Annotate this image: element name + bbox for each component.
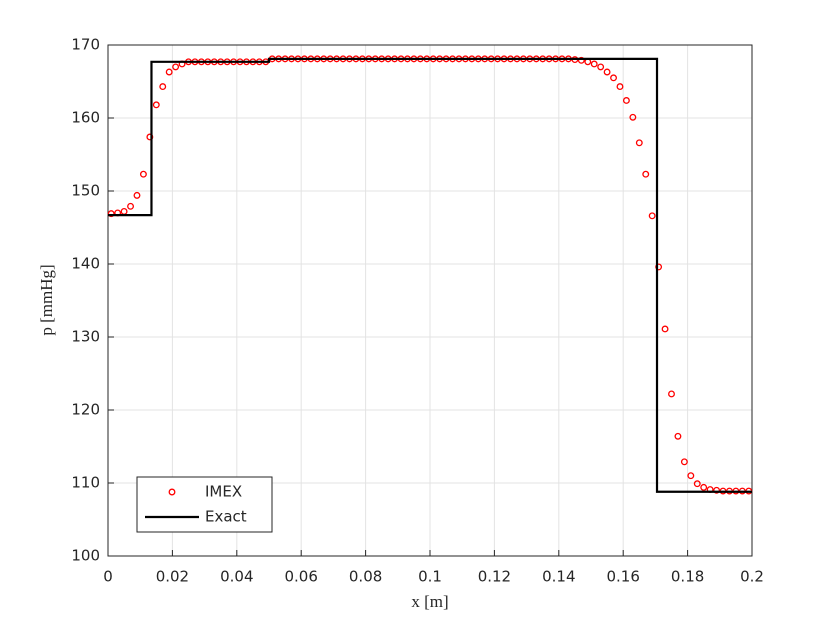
data-point	[668, 390, 675, 398]
legend-marker	[168, 488, 176, 496]
data-point	[629, 113, 637, 121]
x-tick-label: 0.12	[478, 568, 511, 586]
x-tick-label: 0.1	[418, 568, 442, 586]
y-tick-label: 120	[71, 401, 100, 419]
y-tick-label: 130	[71, 328, 100, 346]
data-point	[713, 486, 721, 494]
data-point	[107, 210, 115, 218]
x-tick-label: 0	[103, 568, 113, 586]
data-point	[146, 133, 154, 141]
data-point	[635, 139, 643, 147]
data-point	[152, 101, 160, 109]
data-point	[139, 170, 147, 178]
data-point	[120, 207, 128, 215]
data-point	[693, 480, 701, 488]
data-point	[577, 56, 585, 64]
data-point	[133, 191, 141, 199]
data-point	[597, 63, 605, 71]
y-tick-label: 170	[71, 36, 100, 54]
legend-label: IMEX	[205, 483, 242, 501]
x-tick-label: 0.04	[220, 568, 253, 586]
data-point	[610, 74, 617, 82]
x-tick-label: 0.06	[284, 568, 317, 586]
plot-frame	[107, 44, 753, 557]
y-tick-label: 150	[71, 182, 100, 200]
data-point	[661, 325, 669, 333]
y-tick-label: 110	[71, 474, 100, 492]
data-point	[603, 68, 611, 76]
data-point	[159, 83, 167, 91]
data-point	[642, 170, 650, 178]
x-tick-label: 0.14	[542, 568, 575, 586]
x-tick-label: 0.18	[671, 568, 704, 586]
x-tick-label: 0.16	[606, 568, 639, 586]
x-axis-label: x [m]	[411, 592, 448, 611]
data-point	[172, 63, 180, 71]
legend-box	[136, 476, 273, 533]
data-point	[674, 432, 682, 440]
x-tick-label: 0.02	[156, 568, 189, 586]
data-point	[622, 97, 630, 104]
data-point	[687, 472, 695, 480]
data-point	[700, 483, 708, 491]
data-point	[590, 60, 598, 68]
data-point	[680, 458, 688, 466]
y-tick-label: 100	[71, 547, 100, 565]
data-point	[616, 83, 624, 91]
data-point	[655, 263, 663, 271]
y-tick-label: 140	[71, 255, 100, 273]
data-point	[127, 202, 134, 210]
x-tick-label: 0.08	[349, 568, 382, 586]
legend-label: Exact	[205, 508, 247, 526]
x-tick-label: 0.2	[740, 568, 764, 586]
data-point	[648, 212, 656, 220]
data-point	[165, 68, 173, 76]
y-tick-label: 160	[71, 109, 100, 127]
y-axis-label: p [mmHg]	[37, 264, 56, 335]
data-line	[108, 57, 752, 493]
